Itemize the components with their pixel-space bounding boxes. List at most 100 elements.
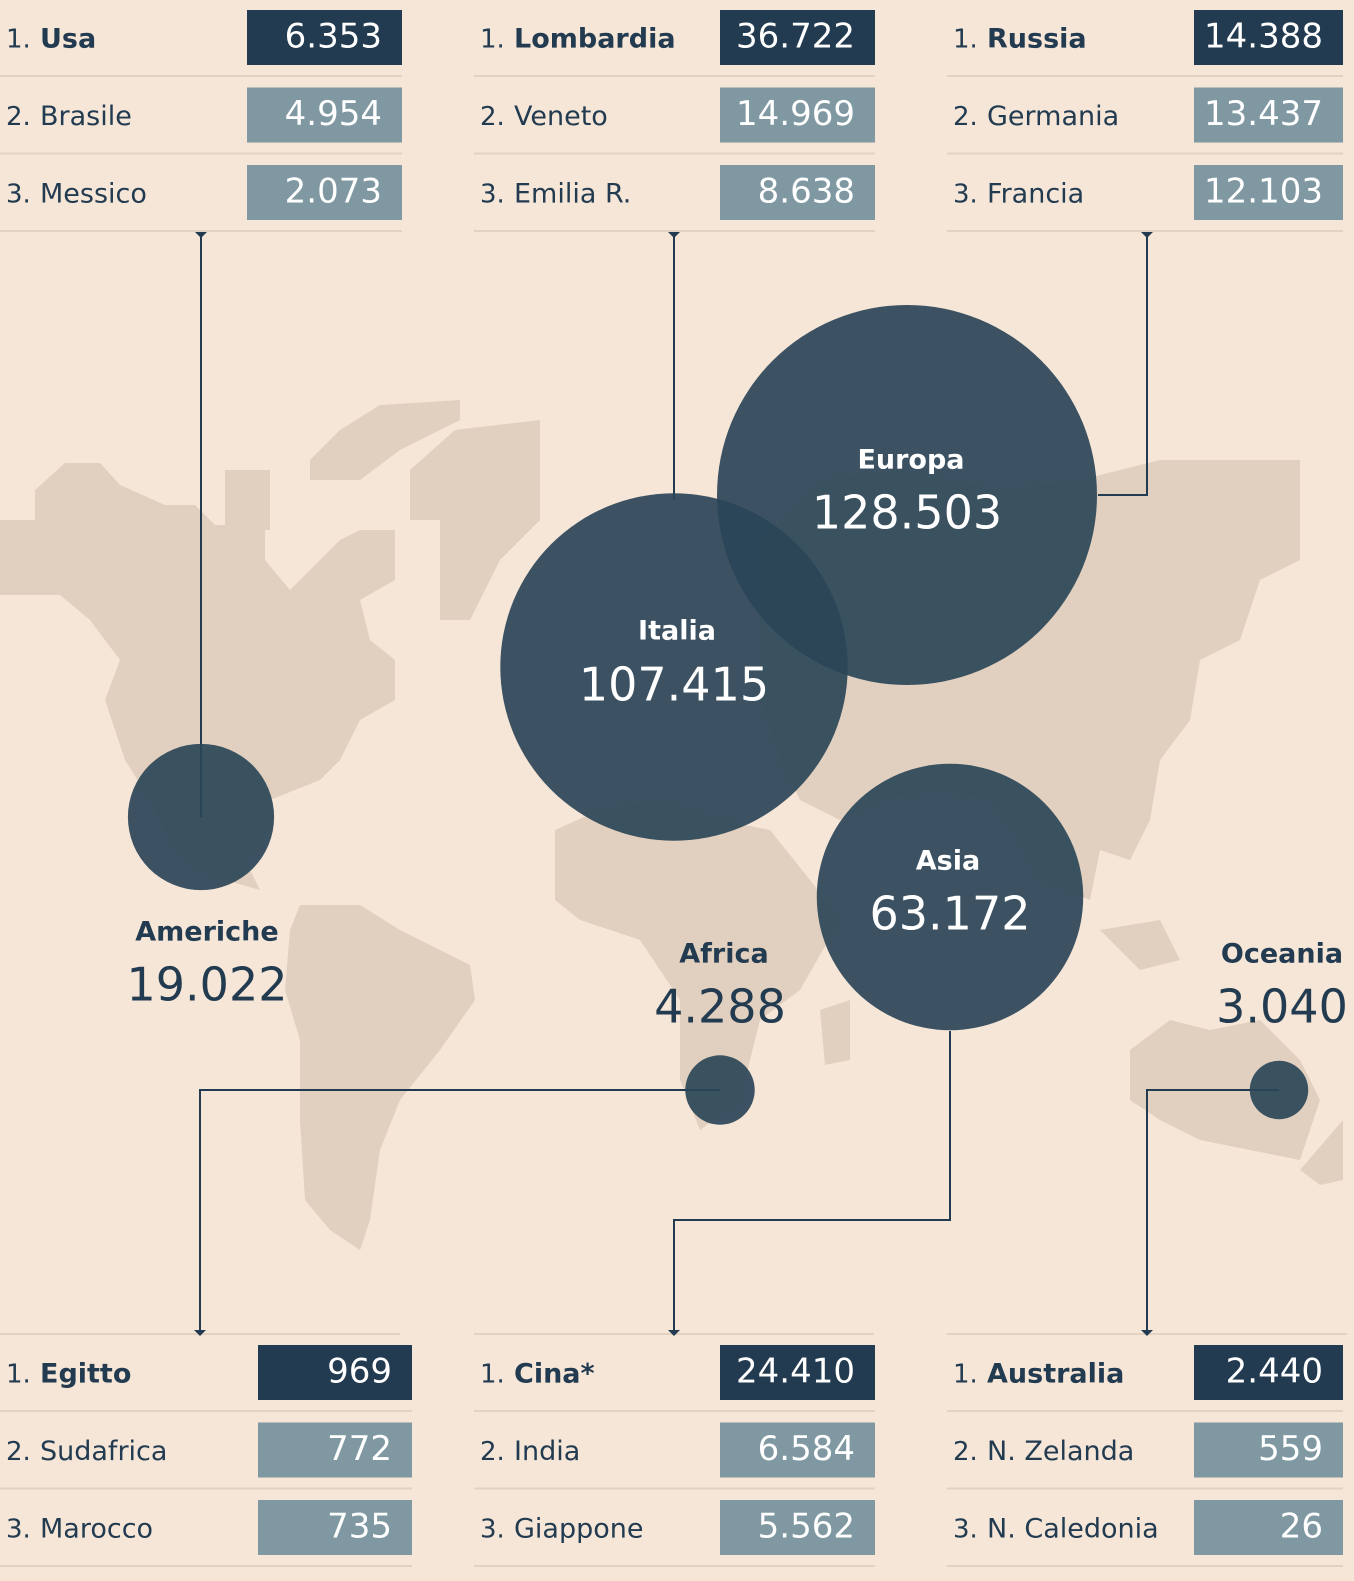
rank: 3. bbox=[6, 180, 31, 210]
value: 969 bbox=[327, 1352, 392, 1392]
region-name: Oceania bbox=[1221, 939, 1343, 970]
connector-tip bbox=[668, 232, 680, 238]
value-box bbox=[1194, 1345, 1343, 1400]
value: 2.440 bbox=[1226, 1352, 1323, 1392]
value: 8.638 bbox=[758, 172, 855, 212]
region-bubble bbox=[1249, 1060, 1309, 1120]
north-america bbox=[0, 463, 395, 890]
region-name: Europa bbox=[857, 445, 964, 476]
rank: 2. bbox=[6, 1437, 31, 1467]
connector-tip bbox=[194, 1330, 206, 1336]
rank: 1. bbox=[480, 1360, 505, 1390]
rank: 2. bbox=[953, 1437, 978, 1467]
rank: 3. bbox=[480, 1515, 505, 1545]
south-america bbox=[285, 905, 475, 1250]
country: Australia bbox=[987, 1359, 1124, 1390]
value-box bbox=[720, 1500, 875, 1555]
country: Lombardia bbox=[514, 24, 676, 55]
country: Sudafrica bbox=[40, 1436, 167, 1467]
country: Germania bbox=[987, 101, 1119, 132]
value-box bbox=[1194, 87, 1343, 143]
new-zealand bbox=[1300, 1120, 1343, 1185]
region-bubble bbox=[685, 1055, 755, 1125]
country: N. Zelanda bbox=[987, 1436, 1134, 1467]
greenland bbox=[410, 420, 540, 620]
value-box bbox=[1194, 165, 1343, 220]
rank: 3. bbox=[6, 1515, 31, 1545]
value-box bbox=[247, 87, 402, 143]
region-total: 63.172 bbox=[870, 887, 1031, 941]
country: Giappone bbox=[514, 1514, 644, 1545]
rank: 2. bbox=[6, 102, 31, 132]
country: Russia bbox=[987, 24, 1087, 55]
value-box bbox=[258, 1422, 412, 1478]
value-box bbox=[258, 1500, 412, 1555]
region-bubble bbox=[816, 763, 1084, 1031]
region-total: 19.022 bbox=[127, 958, 288, 1012]
country: Brasile bbox=[40, 101, 132, 132]
connector-tip bbox=[1141, 232, 1153, 238]
rank: 3. bbox=[953, 180, 978, 210]
value: 6.353 bbox=[285, 17, 382, 57]
country: Emilia R. bbox=[514, 179, 631, 210]
value-box bbox=[247, 10, 402, 65]
rank: 2. bbox=[480, 1437, 505, 1467]
value-box bbox=[720, 165, 875, 220]
value: 5.562 bbox=[758, 1507, 855, 1547]
country: Cina* bbox=[514, 1359, 595, 1390]
value-box bbox=[258, 1345, 412, 1400]
value-box bbox=[720, 1422, 875, 1478]
rank: 2. bbox=[953, 102, 978, 132]
connector bbox=[1098, 232, 1148, 496]
arctic-island bbox=[225, 470, 270, 530]
country: India bbox=[514, 1436, 580, 1467]
connector bbox=[1146, 1089, 1279, 1334]
region-bubble bbox=[127, 743, 275, 891]
arctic-island bbox=[310, 400, 460, 480]
rank: 1. bbox=[953, 25, 978, 55]
value-box bbox=[720, 10, 875, 65]
value: 14.969 bbox=[736, 94, 855, 134]
connector bbox=[673, 1031, 951, 1334]
value-box bbox=[1194, 1500, 1343, 1555]
value: 772 bbox=[327, 1429, 392, 1469]
country: Messico bbox=[40, 179, 147, 210]
value-box bbox=[247, 165, 402, 220]
country: N. Caledonia bbox=[987, 1514, 1159, 1545]
region-total: 4.288 bbox=[654, 980, 786, 1034]
value: 4.954 bbox=[285, 94, 382, 134]
rank: 3. bbox=[480, 180, 505, 210]
country: Francia bbox=[987, 179, 1084, 210]
connector-tip bbox=[668, 1330, 680, 1336]
value: 559 bbox=[1258, 1429, 1323, 1469]
rank: 1. bbox=[953, 1360, 978, 1390]
rank: 3. bbox=[953, 1515, 978, 1545]
region-total: 107.415 bbox=[579, 658, 769, 712]
region-name: Italia bbox=[638, 616, 716, 647]
value-box bbox=[1194, 10, 1343, 65]
country: Egitto bbox=[40, 1359, 131, 1390]
country: Marocco bbox=[40, 1514, 153, 1545]
value-box bbox=[1194, 1422, 1343, 1478]
connector bbox=[199, 1089, 720, 1334]
region-name: Africa bbox=[679, 939, 768, 970]
value: 26 bbox=[1280, 1507, 1323, 1547]
rank: 1. bbox=[6, 1360, 31, 1390]
value: 24.410 bbox=[736, 1352, 855, 1392]
value-box bbox=[720, 1345, 875, 1400]
rank: 2. bbox=[480, 102, 505, 132]
value: 14.388 bbox=[1204, 17, 1323, 57]
value-box bbox=[720, 87, 875, 143]
value: 12.103 bbox=[1204, 172, 1323, 212]
region-total: 128.503 bbox=[812, 486, 1002, 540]
region-bubble bbox=[500, 493, 848, 841]
value: 6.584 bbox=[758, 1429, 855, 1469]
rank: 1. bbox=[480, 25, 505, 55]
connectors bbox=[199, 232, 1279, 1334]
country: Usa bbox=[40, 24, 96, 55]
value: 735 bbox=[327, 1507, 392, 1547]
region-total: 3.040 bbox=[1216, 980, 1348, 1034]
africa bbox=[555, 800, 840, 1130]
indonesia bbox=[1100, 920, 1180, 970]
